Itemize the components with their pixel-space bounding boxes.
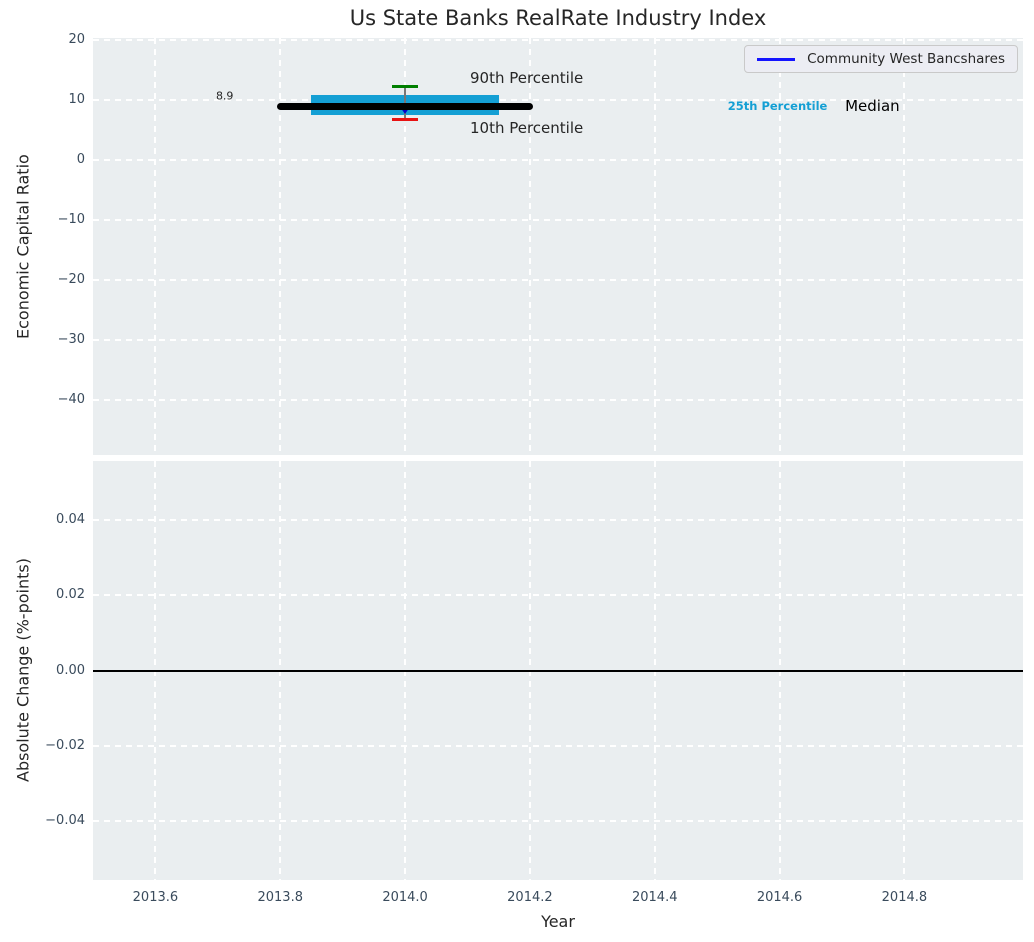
gridline-horizontal [93, 744, 1023, 747]
y-tick-label: −0.02 [45, 737, 85, 753]
legend-line-swatch [757, 57, 796, 61]
gridline-horizontal [93, 99, 1023, 102]
y-tick-label: −0.04 [45, 813, 85, 829]
x-tick-label: 2014.4 [631, 890, 678, 905]
x-tick-label: 2013.6 [132, 890, 179, 905]
y-tick-label: −20 [57, 271, 85, 287]
x-tick-label: 2014.2 [507, 890, 553, 905]
gridline-horizontal [93, 820, 1023, 823]
y-tick-label: 0.00 [56, 662, 85, 678]
gridline-vertical [279, 38, 282, 455]
gridline-vertical [154, 38, 157, 455]
y-tick-label: 20 [68, 32, 85, 48]
top-plot-area: Community West Bancshares 8.9 90th Percen… [93, 38, 1023, 455]
y-tick-label: −40 [57, 391, 85, 407]
gridline-vertical [778, 38, 781, 455]
annotation-median: Median [845, 97, 900, 116]
annotation-8-9: 8.9 [215, 89, 234, 103]
annotation-25th-percentile: 25th Percentile [727, 99, 828, 114]
x-tick-label: 2014.8 [881, 890, 928, 905]
legend: Community West Bancshares [744, 45, 1018, 73]
gridline-horizontal [93, 159, 1023, 161]
gridline-vertical [653, 38, 656, 455]
gridline-vertical [903, 38, 906, 455]
p90-cap [392, 85, 419, 89]
y-tick-label: 0 [76, 152, 85, 167]
p10-cap [392, 118, 419, 122]
bottom-plot-area [93, 461, 1023, 880]
annotation-90th-percentile: 90th Percentile [469, 68, 584, 87]
gridline-horizontal [93, 39, 1023, 42]
x-axis-label: Year [541, 912, 575, 931]
median-line [277, 103, 533, 111]
x-tick-label: 2013.8 [257, 890, 303, 905]
gridline-vertical [528, 38, 531, 455]
gridline-horizontal [93, 594, 1023, 596]
x-tick-label: 2014.0 [382, 890, 428, 905]
x-tick-label: 2014.6 [756, 890, 803, 905]
gridline-horizontal [93, 278, 1023, 281]
gridline-horizontal [93, 218, 1023, 221]
annotation-10th-percentile: 10th Percentile [469, 118, 584, 137]
y-tick-label: 0.04 [56, 511, 85, 527]
y-tick-label: −10 [57, 211, 85, 227]
gridline-horizontal [93, 518, 1023, 521]
legend-label: Community West Bancshares [807, 51, 1005, 67]
y-tick-label: 10 [68, 92, 85, 108]
zero-line [93, 669, 1023, 672]
gridline-vertical [404, 38, 407, 455]
gridline-horizontal [93, 398, 1023, 401]
chart-title: Us State Banks RealRate Industry Index [349, 6, 767, 30]
gridline-horizontal [93, 338, 1023, 341]
y-tick-label: −30 [57, 331, 85, 347]
y-tick-label: 0.02 [56, 587, 85, 602]
